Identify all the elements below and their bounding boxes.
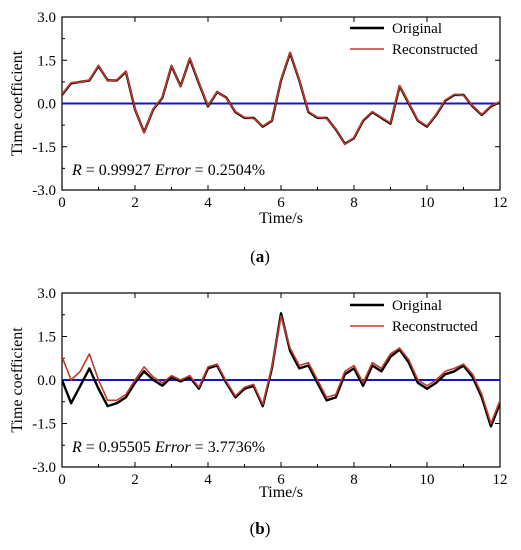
y-tick-label: 3.0 xyxy=(37,286,56,302)
x-tick-label: 0 xyxy=(58,195,66,211)
x-axis-label: Time/s xyxy=(259,484,303,501)
series-line-original xyxy=(62,51,500,146)
series-line-original xyxy=(62,312,500,428)
y-tick-label: 3.0 xyxy=(37,10,56,26)
r-value: = 0.99927 xyxy=(82,162,155,179)
caption-letter: a xyxy=(256,247,265,266)
legend-label: Reconstructed xyxy=(392,42,478,58)
panel-caption: (b) xyxy=(250,519,271,538)
x-tick-label: 12 xyxy=(493,195,508,211)
x-tick-label: 2 xyxy=(131,472,139,488)
x-tick-label: 10 xyxy=(420,472,435,488)
fit-annotation: R = 0.99927 Error = 0.2504% xyxy=(71,162,265,179)
r-symbol: R xyxy=(71,439,82,456)
x-tick-label: 6 xyxy=(277,195,285,211)
y-tick-label: -1.5 xyxy=(32,140,56,156)
y-tick-label: 0.0 xyxy=(37,97,56,113)
x-tick-label: 4 xyxy=(204,472,212,488)
legend-label: Original xyxy=(392,298,442,314)
legend-label: Original xyxy=(392,21,442,37)
y-tick-label: -3.0 xyxy=(32,183,56,199)
y-tick-label: -3.0 xyxy=(32,460,56,476)
caption-letter: b xyxy=(255,519,264,538)
caption-close: ) xyxy=(264,247,270,266)
x-tick-label: 8 xyxy=(350,472,358,488)
error-symbol: Error xyxy=(154,162,192,179)
legend-label: Reconstructed xyxy=(392,319,478,335)
x-tick-label: 4 xyxy=(204,195,212,211)
series-line-reconstructed xyxy=(62,51,500,146)
x-tick-label: 0 xyxy=(58,472,66,488)
x-tick-label: 6 xyxy=(277,472,285,488)
chart-panel-a: 0 2 4 6 8 10 12 3.0 1.5 0.0 -1.5 -3.0 Time/s Time coe… xyxy=(9,10,508,266)
caption-close: ) xyxy=(265,519,271,538)
y-tick-label: 1.5 xyxy=(37,330,56,346)
x-tick-label: 8 xyxy=(350,195,358,211)
fit-annotation: R = 0.95505 Error = 3.7736% xyxy=(71,439,265,456)
r-symbol: R xyxy=(71,162,82,179)
caption-open: ( xyxy=(250,519,256,538)
series-line-reconstructed xyxy=(62,315,500,425)
error-symbol: Error xyxy=(154,439,192,456)
y-tick-label: 0.0 xyxy=(37,373,56,389)
caption-open: ( xyxy=(250,247,256,266)
x-tick-label: 12 xyxy=(493,472,508,488)
y-axis-label: Time coefficient xyxy=(9,327,26,433)
r-value: = 0.95505 xyxy=(82,439,155,456)
y-tick-label: -1.5 xyxy=(32,417,56,433)
y-axis-label: Time coefficient xyxy=(9,50,26,156)
x-tick-label: 2 xyxy=(131,195,139,211)
x-tick-label: 10 xyxy=(420,195,435,211)
x-axis-label: Time/s xyxy=(259,210,303,227)
chart-panel-b: 0 2 4 6 8 10 12 3.0 1.5 0.0 -1.5 -3.0 Time/s Time coe… xyxy=(9,286,508,538)
error-value: = 0.2504% xyxy=(191,162,265,179)
error-value: = 3.7736% xyxy=(191,439,265,456)
y-tick-label: 1.5 xyxy=(37,53,56,69)
panel-caption: (a) xyxy=(250,247,270,266)
